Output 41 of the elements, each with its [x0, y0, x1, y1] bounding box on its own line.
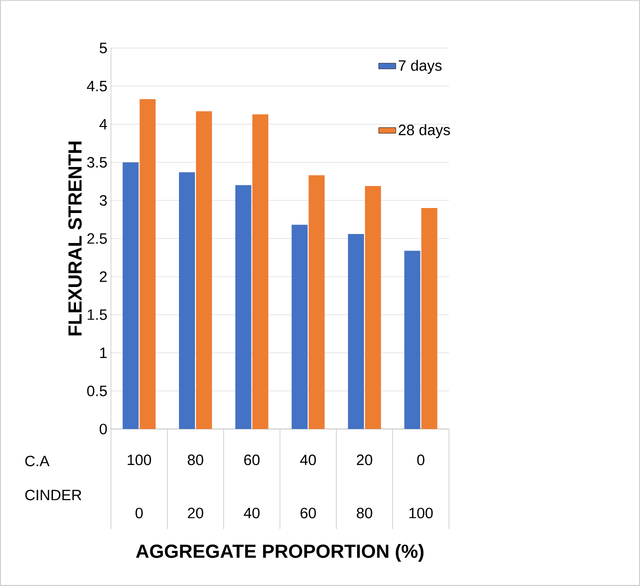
- y-tick-label: 2.5: [87, 233, 107, 244]
- text: 100: [409, 508, 433, 518]
- y-tick-label: 4: [99, 119, 108, 130]
- x-tick-label: 100: [128, 454, 152, 466]
- x-tick-label: 60: [244, 454, 260, 466]
- y-axis-title: FLEXURAL STRENTH: [68, 142, 82, 336]
- y-tick-label: 4.5: [86, 80, 107, 92]
- bar: [235, 185, 252, 430]
- text: CINDER: [25, 490, 82, 500]
- bar: [252, 114, 268, 430]
- text: 40: [244, 508, 260, 518]
- bar: [404, 250, 420, 430]
- bar: [348, 234, 364, 430]
- bar: [140, 99, 156, 430]
- bar: [421, 208, 438, 430]
- bar: [292, 224, 308, 430]
- y-tick-label: 0: [100, 424, 107, 434]
- x-tick-label: 20: [356, 454, 372, 466]
- x-tick-label: 0: [417, 454, 424, 466]
- y-tick-label: 0.5: [87, 386, 107, 396]
- legend-label: 28 days: [398, 124, 450, 138]
- text: 20: [188, 508, 204, 518]
- bar: [308, 175, 325, 430]
- y-tick-label: 1.5: [88, 309, 107, 320]
- text: 80: [356, 508, 372, 518]
- y-tick-label: 5: [100, 42, 107, 54]
- x-tick-label: 40: [300, 454, 316, 466]
- legend-label: 7 days: [398, 60, 442, 74]
- y-tick-label: 3: [100, 195, 107, 206]
- bar: [364, 186, 381, 430]
- y-tick-label: 3.5: [87, 157, 107, 168]
- x-tick-label: 80: [188, 454, 204, 466]
- text: 60: [300, 508, 316, 518]
- text: 0: [136, 508, 143, 518]
- bar: [178, 172, 195, 430]
- text: C.A: [25, 456, 50, 466]
- y-tick-label: 2: [100, 271, 107, 282]
- x-axis-title: AGGREGATE PROPORTION (%): [136, 544, 424, 562]
- bar: [196, 111, 212, 430]
- bar: [122, 162, 139, 430]
- y-tick-label: 1: [100, 348, 107, 358]
